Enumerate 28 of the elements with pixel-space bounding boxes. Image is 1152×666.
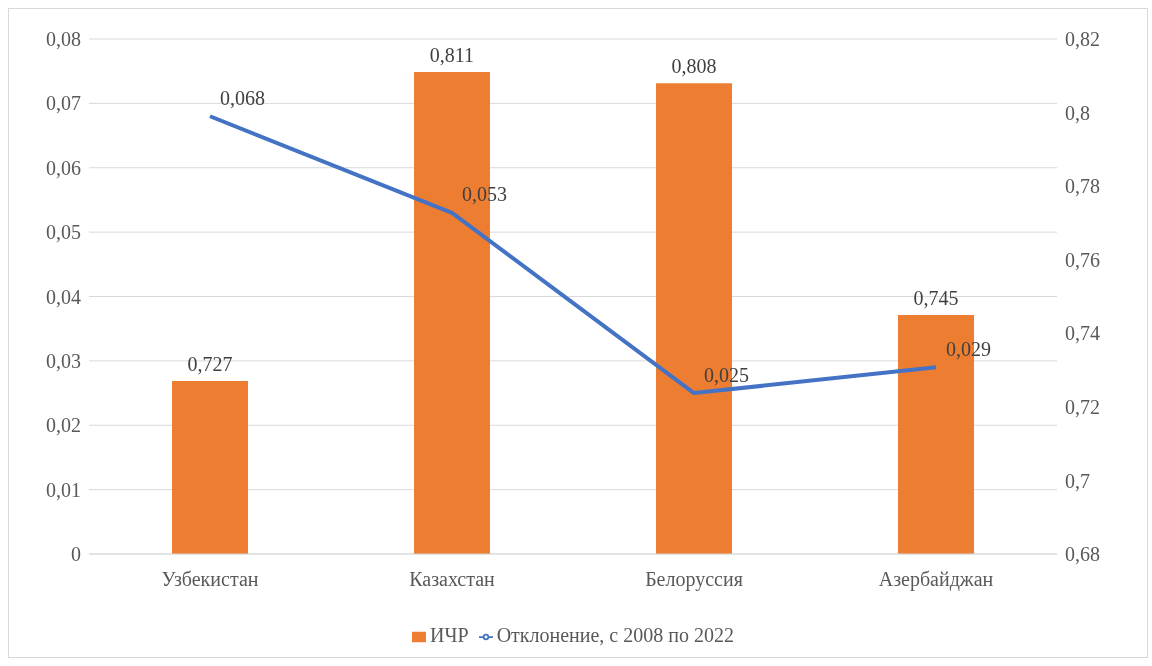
x-tick-label: Азербайджан	[878, 568, 994, 592]
y-tick-label: 0,04	[46, 285, 81, 308]
y2-tick-label: 0,68	[1065, 543, 1100, 566]
y-tick-label: 0,03	[46, 349, 81, 372]
x-tick-label: Узбекистан	[161, 568, 259, 591]
x-tick-label: Казахстан	[409, 568, 496, 591]
data-label: 0,808	[671, 55, 717, 78]
y2-tick-label: 0,72	[1065, 395, 1100, 418]
y2-tick-label: 0,8	[1065, 101, 1090, 124]
y2-tick-label: 0,82	[1065, 28, 1100, 51]
y2-tick-label: 0,78	[1065, 175, 1100, 198]
legend-label: ИЧР	[430, 624, 469, 646]
y-tick-label: 0,07	[46, 92, 81, 115]
data-label: 0,811	[429, 44, 475, 67]
data-label: 0,745	[913, 286, 959, 309]
y-tick-label: 0,06	[46, 156, 81, 179]
x-tick-label: Белоруссия	[645, 568, 743, 592]
y-tick-label: 0,05	[46, 221, 81, 244]
legend-label: Отклонение, с 2008 по 2022	[496, 624, 734, 646]
data-label: 0,068	[220, 86, 265, 109]
y-tick-label: 0,02	[46, 414, 81, 437]
y2-tick-label: 0,76	[1065, 248, 1100, 271]
data-label: 0,727	[187, 353, 233, 376]
y2-tick-label: 0,7	[1065, 469, 1090, 492]
y2-tick-label: 0,74	[1065, 322, 1100, 345]
y-tick-label: 0,01	[46, 478, 81, 501]
y-tick-label: 0,08	[46, 28, 81, 51]
y-tick-label: 0	[71, 543, 81, 566]
